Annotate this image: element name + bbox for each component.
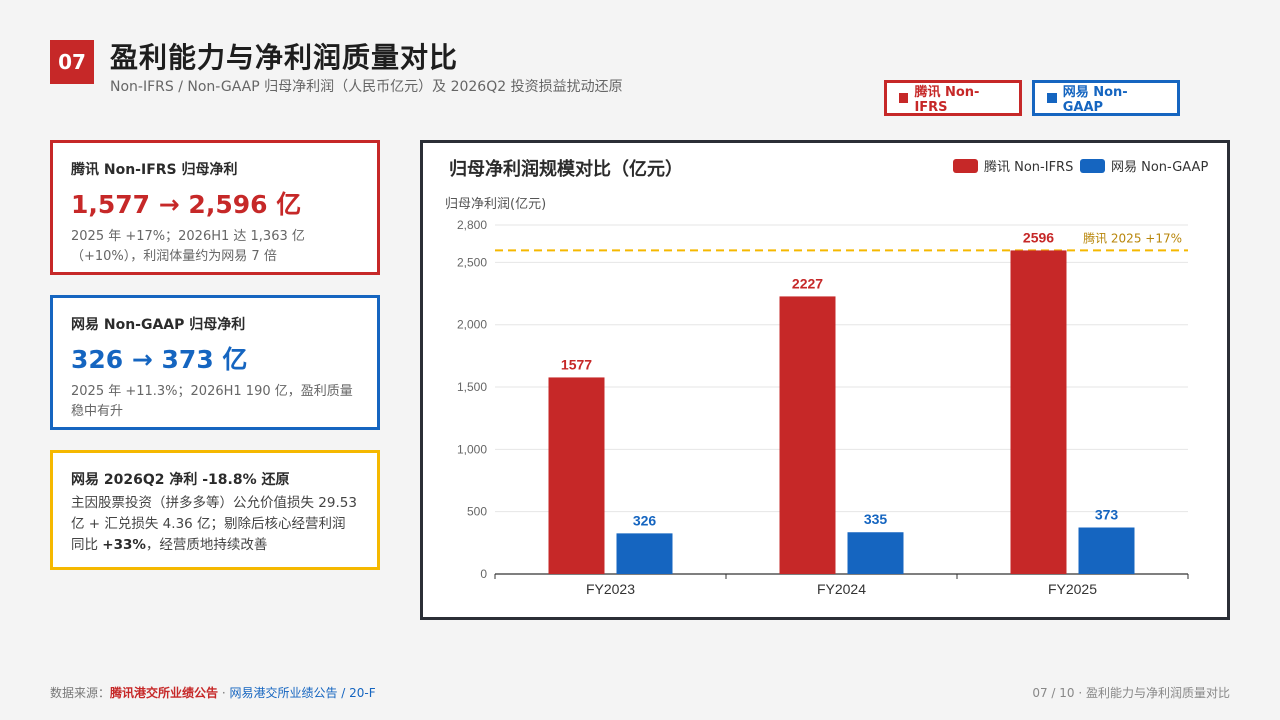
- bar-tencent: [1010, 250, 1067, 575]
- card-tencent-profit: 腾讯 Non-IFRS 归母净利 1,577 → 2,596 亿 2025 年 …: [50, 140, 380, 275]
- y-tick-label: 0: [480, 567, 487, 581]
- legend-button-netease[interactable]: 网易 Non-GAAP: [1032, 80, 1180, 116]
- y-tick-label: 2,500: [457, 255, 487, 269]
- chart-title: 归母净利润规模对比（亿元）: [449, 158, 683, 180]
- bar-tencent: [548, 377, 605, 574]
- y-tick-label: 500: [467, 505, 487, 519]
- y-tick-label: 1,500: [457, 380, 487, 394]
- footer-source: 数据来源：腾讯港交所业绩公告 · 网易港交所业绩公告 / 20-F: [50, 684, 376, 701]
- legend-label: 腾讯 Non-IFRS: [984, 159, 1073, 175]
- data-label: 1577: [561, 356, 592, 372]
- card-body-text: 2025 年 +17%；2026H1 达 1,363 亿（+10%），利润体量约…: [71, 229, 305, 264]
- legend-swatch-tencent: [953, 159, 978, 173]
- bar-chart: 归母净利润规模对比（亿元） 归母净利润(亿元) 0 500 1,000 1,500 2,00…: [445, 158, 1208, 597]
- card-headline-value: 1,577 → 2,596 亿: [71, 190, 302, 219]
- legend-label: 网易 Non-GAAP: [1111, 160, 1208, 175]
- bar-netease: [847, 532, 904, 574]
- card-heading: 网易 Non-GAAP 归母净利: [71, 317, 246, 333]
- footer-source-netease[interactable]: 网易港交所业绩公告 / 20-F: [229, 686, 376, 700]
- reference-line-label: 腾讯 2025 +17%: [1083, 230, 1182, 245]
- page-title: 盈利能力与净利润质量对比: [110, 41, 459, 74]
- page-subtitle: Non-IFRS / Non-GAAP 归母净利润（人民币亿元）及 2026Q2…: [110, 79, 623, 95]
- card-body-pre: 主因股票投资（拼多多等）公允价值损失 29.53 亿 + 汇兑损失 4.36 亿…: [71, 495, 357, 553]
- card-headline-value: 326 → 373 亿: [71, 345, 248, 374]
- card-netease-q2-restore: 网易 2026Q2 净利 -18.8% 还原 主因股票投资（拼多多等）公允价值损…: [50, 450, 380, 570]
- data-label: 2227: [792, 275, 823, 291]
- y-tick-label: 2,800: [457, 218, 487, 232]
- bar-tencent: [779, 296, 836, 574]
- data-label: 2596: [1023, 229, 1054, 245]
- card-heading: 网易 2026Q2 净利 -18.8% 还原: [71, 472, 290, 488]
- footer-separator: ·: [218, 686, 230, 700]
- legend-swatch-netease: [1080, 159, 1105, 173]
- blue-square-icon: [1047, 93, 1057, 103]
- bar-netease: [616, 533, 673, 574]
- card-body-highlight: +33%: [102, 537, 146, 553]
- card-body-text: 2025 年 +11.3%；2026H1 190 亿，盈利质量稳中有升: [71, 384, 353, 419]
- data-label: 373: [1095, 507, 1119, 523]
- data-label: 326: [633, 512, 657, 528]
- x-tick-label: FY2024: [817, 581, 866, 597]
- bar-netease: [1078, 527, 1135, 574]
- y-tick-label: 2,000: [457, 318, 487, 332]
- bar-chart-panel: 归母净利润规模对比（亿元） 归母净利润(亿元) 0 500 1,000 1,500 2,00…: [420, 140, 1230, 620]
- card-body-post: ，经营质地持续改善: [145, 537, 268, 553]
- legend-button-tencent[interactable]: 腾讯 Non-IFRS: [884, 80, 1022, 116]
- footer-source-tencent[interactable]: 腾讯港交所业绩公告: [110, 686, 219, 700]
- x-tick-label: FY2025: [1048, 581, 1097, 597]
- y-axis-label: 归母净利润(亿元): [445, 197, 546, 212]
- legend-button-netease-label: 网易 Non-GAAP: [1062, 85, 1128, 115]
- card-netease-profit: 网易 Non-GAAP 归母净利 326 → 373 亿 2025 年 +11.…: [50, 295, 380, 430]
- footer-source-label: 数据来源：: [50, 686, 111, 700]
- card-heading: 腾讯 Non-IFRS 归母净利: [71, 162, 238, 178]
- legend-button-tencent-label: 腾讯 Non-IFRS: [914, 85, 980, 115]
- card-body-text: 主因股票投资（拼多多等）公允价值损失 29.53 亿 + 汇兑损失 4.36 亿…: [71, 493, 359, 556]
- x-tick-label: FY2023: [586, 581, 635, 597]
- y-tick-label: 1,000: [457, 442, 487, 456]
- footer-page-indicator: 07 / 10 · 盈利能力与净利润质量对比: [1032, 686, 1230, 700]
- red-square-icon: [899, 93, 909, 103]
- slide-number-badge: 07: [50, 40, 94, 84]
- data-label: 335: [864, 511, 888, 527]
